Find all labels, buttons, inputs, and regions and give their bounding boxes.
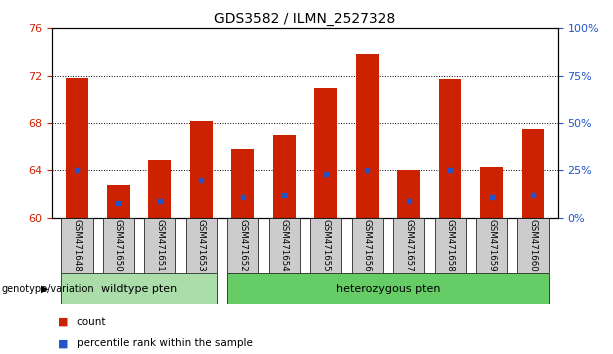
Bar <box>107 184 130 218</box>
Text: GSM471653: GSM471653 <box>197 219 206 272</box>
Text: ▶: ▶ <box>41 284 48 293</box>
Bar <box>231 149 254 218</box>
Title: GDS3582 / ILMN_2527328: GDS3582 / ILMN_2527328 <box>215 12 395 26</box>
Bar <box>227 218 258 273</box>
Bar <box>356 55 379 218</box>
Text: GSM471654: GSM471654 <box>280 219 289 272</box>
Bar <box>480 167 503 218</box>
Bar <box>397 170 420 218</box>
Text: ■: ■ <box>58 317 69 327</box>
Bar <box>310 218 341 273</box>
Text: GSM471650: GSM471650 <box>114 219 123 272</box>
Text: genotype/variation: genotype/variation <box>1 284 94 293</box>
Bar <box>103 218 134 273</box>
Bar <box>439 79 462 218</box>
Text: GSM471656: GSM471656 <box>363 219 371 272</box>
Bar <box>61 218 93 273</box>
Text: GSM471651: GSM471651 <box>155 219 164 272</box>
Text: heterozygous pten: heterozygous pten <box>336 284 440 293</box>
Bar <box>393 218 424 273</box>
Bar <box>190 121 213 218</box>
Bar <box>66 78 88 218</box>
Bar <box>148 160 171 218</box>
Text: percentile rank within the sample: percentile rank within the sample <box>77 338 253 348</box>
Bar <box>61 273 217 304</box>
Bar <box>227 273 549 304</box>
Text: GSM471660: GSM471660 <box>528 219 538 272</box>
Bar <box>435 218 466 273</box>
Bar <box>352 218 383 273</box>
Bar <box>186 218 217 273</box>
Text: wildtype pten: wildtype pten <box>101 284 177 293</box>
Text: GSM471652: GSM471652 <box>238 219 247 272</box>
Bar <box>476 218 507 273</box>
Bar <box>273 135 295 218</box>
Bar <box>522 129 544 218</box>
Bar <box>314 87 337 218</box>
Text: GSM471648: GSM471648 <box>72 219 82 272</box>
Bar <box>268 218 300 273</box>
Bar <box>144 218 175 273</box>
Text: GSM471657: GSM471657 <box>404 219 413 272</box>
Text: count: count <box>77 317 106 327</box>
Text: GSM471658: GSM471658 <box>446 219 455 272</box>
Text: GSM471655: GSM471655 <box>321 219 330 272</box>
Text: ■: ■ <box>58 338 69 348</box>
Text: GSM471659: GSM471659 <box>487 219 496 272</box>
Bar <box>517 218 549 273</box>
